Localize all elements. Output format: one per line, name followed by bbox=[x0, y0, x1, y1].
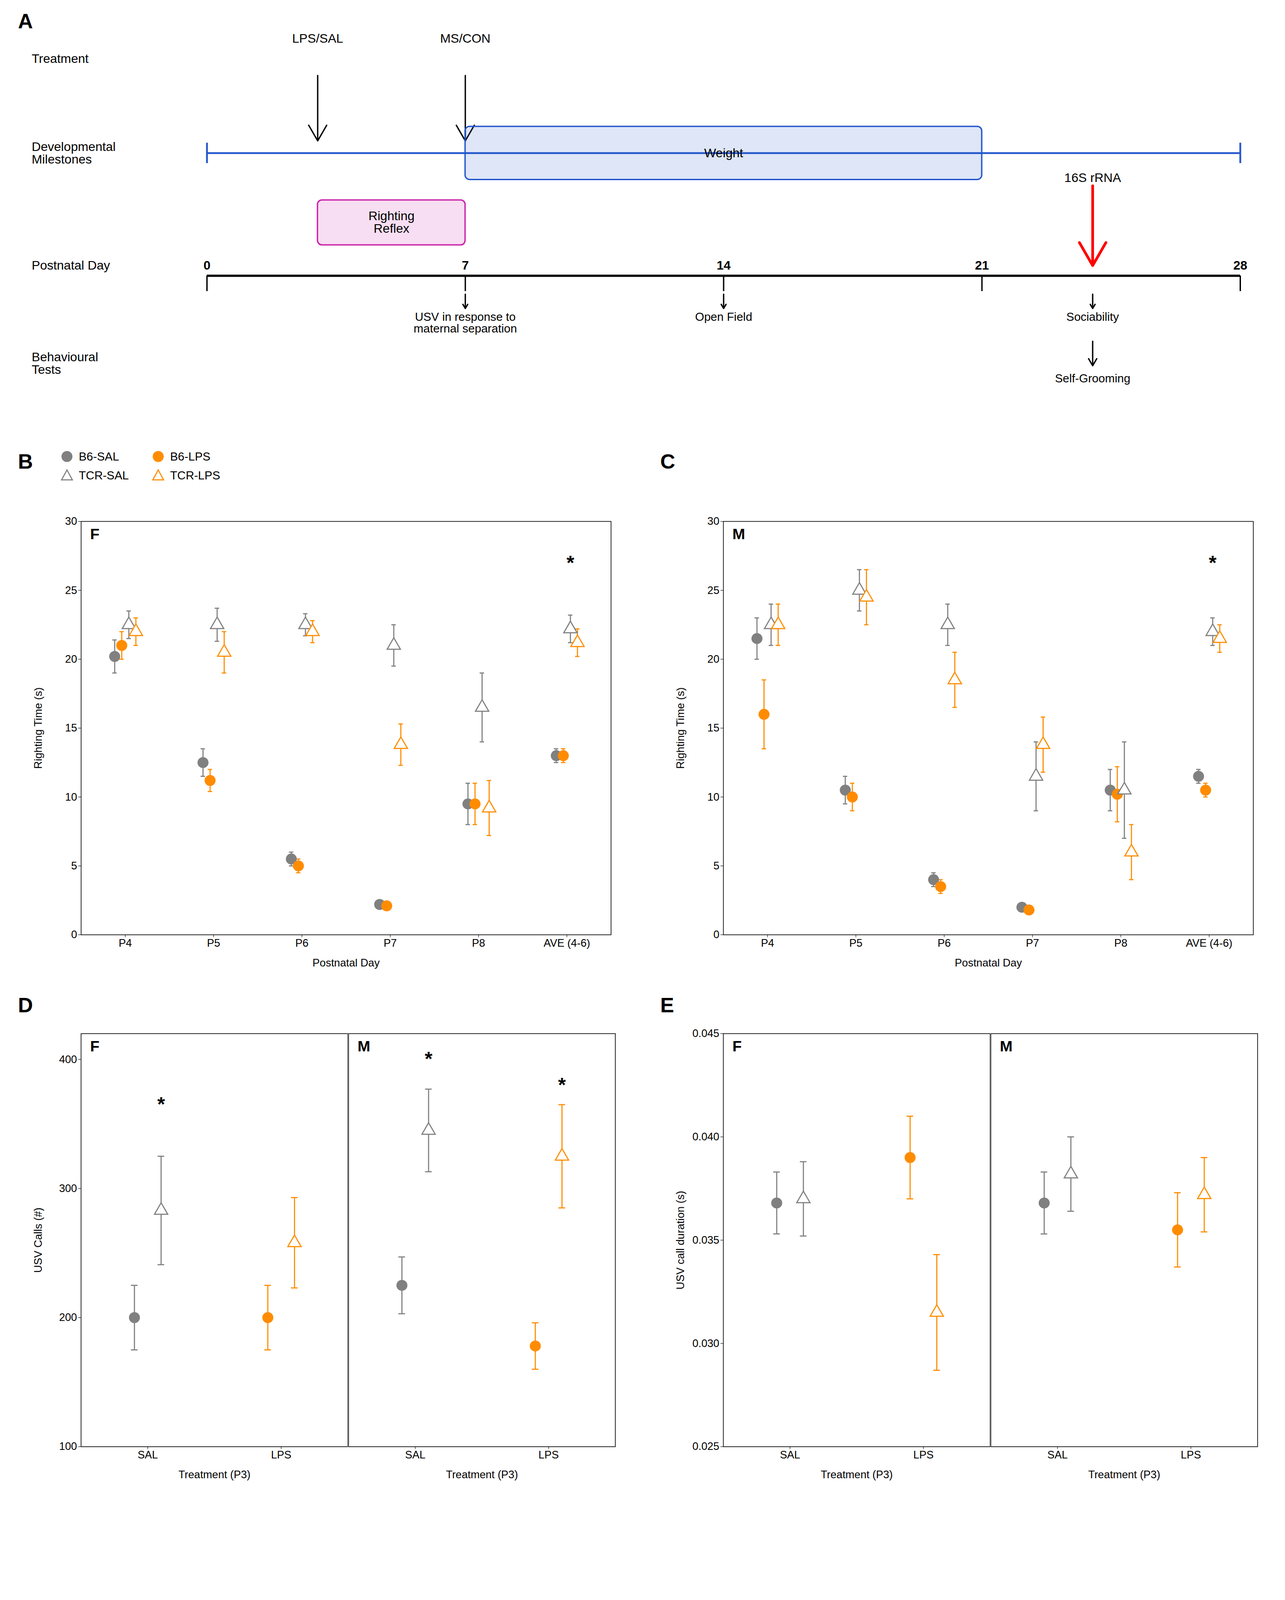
svg-text:25: 25 bbox=[65, 584, 78, 597]
svg-text:Treatment (P3): Treatment (P3) bbox=[178, 1468, 251, 1481]
svg-text:Weight: Weight bbox=[704, 146, 744, 161]
html-text:E: E bbox=[660, 993, 675, 1018]
svg-text:P4: P4 bbox=[118, 937, 132, 950]
html-text:B6-LPS: B6-LPS bbox=[170, 449, 211, 464]
svg-text:0.040: 0.040 bbox=[692, 1130, 720, 1143]
svg-text:Sociability: Sociability bbox=[1066, 310, 1120, 324]
svg-text:Righting Time (s): Righting Time (s) bbox=[31, 687, 45, 770]
svg-text:25: 25 bbox=[707, 584, 720, 597]
svg-text:21: 21 bbox=[974, 258, 989, 273]
svg-text:10: 10 bbox=[65, 791, 78, 804]
svg-text:15: 15 bbox=[707, 721, 720, 734]
svg-text:M: M bbox=[357, 1037, 371, 1055]
svg-text:5: 5 bbox=[71, 859, 77, 872]
html-text:B6-SAL: B6-SAL bbox=[78, 449, 120, 464]
svg-text:MS/CON: MS/CON bbox=[440, 31, 491, 46]
svg-text:Treatment (P3): Treatment (P3) bbox=[446, 1468, 519, 1481]
svg-text:P5: P5 bbox=[207, 937, 221, 950]
svg-text:20: 20 bbox=[65, 653, 78, 666]
svg-text:AVE (4-6): AVE (4-6) bbox=[543, 937, 591, 950]
svg-text:USV in response tomaternal sep: USV in response tomaternal separation bbox=[413, 310, 517, 336]
svg-text:Treatment (P3): Treatment (P3) bbox=[820, 1468, 893, 1481]
svg-text:P7: P7 bbox=[1026, 937, 1040, 950]
svg-text:M: M bbox=[732, 525, 746, 543]
svg-text:15: 15 bbox=[65, 721, 78, 734]
html-text:D: D bbox=[17, 993, 33, 1018]
svg-text:0.045: 0.045 bbox=[692, 1027, 720, 1040]
svg-text:0: 0 bbox=[71, 928, 77, 941]
html-text:C: C bbox=[660, 449, 676, 474]
svg-text:0.035: 0.035 bbox=[692, 1234, 720, 1247]
svg-text:P4: P4 bbox=[760, 937, 774, 950]
svg-text:0.025: 0.025 bbox=[692, 1440, 720, 1453]
svg-text:LPS: LPS bbox=[1180, 1449, 1201, 1462]
svg-text:DevelopmentalMilestones: DevelopmentalMilestones bbox=[31, 139, 116, 167]
svg-text:Treatment: Treatment bbox=[31, 51, 89, 66]
svg-text:Open Field: Open Field bbox=[694, 310, 752, 324]
svg-text:Postnatal Day: Postnatal Day bbox=[312, 956, 380, 970]
svg-text:0: 0 bbox=[203, 258, 211, 273]
svg-text:SAL: SAL bbox=[137, 1449, 158, 1462]
svg-text:20: 20 bbox=[707, 653, 720, 666]
svg-text:*: * bbox=[558, 1074, 567, 1097]
svg-text:0.030: 0.030 bbox=[692, 1337, 720, 1350]
svg-text:30: 30 bbox=[707, 515, 720, 528]
svg-text:16S rRNA: 16S rRNA bbox=[1064, 170, 1121, 185]
svg-text:*: * bbox=[566, 551, 575, 574]
svg-text:SAL: SAL bbox=[405, 1449, 426, 1462]
svg-text:5: 5 bbox=[713, 859, 720, 872]
svg-text:LPS: LPS bbox=[538, 1449, 559, 1462]
svg-text:F: F bbox=[732, 1037, 742, 1055]
svg-text:LPS: LPS bbox=[913, 1449, 934, 1462]
svg-text:200: 200 bbox=[58, 1311, 77, 1324]
svg-text:Postnatal Day: Postnatal Day bbox=[31, 258, 111, 273]
svg-text:RightingReflex: RightingReflex bbox=[368, 208, 415, 236]
svg-text:Self-Grooming: Self-Grooming bbox=[1054, 371, 1131, 386]
svg-text:28: 28 bbox=[1233, 258, 1248, 273]
svg-text:USV Calls (#): USV Calls (#) bbox=[31, 1208, 45, 1274]
svg-text:Righting Time (s): Righting Time (s) bbox=[674, 687, 687, 770]
svg-text:300: 300 bbox=[58, 1182, 77, 1195]
html-text:B: B bbox=[17, 449, 33, 474]
svg-text:*: * bbox=[1209, 551, 1218, 574]
svg-text:100: 100 bbox=[58, 1440, 77, 1453]
html-text:TCR-SAL: TCR-SAL bbox=[78, 468, 129, 483]
svg-text:7: 7 bbox=[461, 258, 469, 273]
html-text:A: A bbox=[17, 9, 33, 33]
svg-text:Postnatal Day: Postnatal Day bbox=[954, 956, 1022, 970]
svg-text:*: * bbox=[157, 1093, 166, 1116]
svg-text:LPS/SAL: LPS/SAL bbox=[292, 31, 344, 46]
svg-text:LPS: LPS bbox=[271, 1449, 292, 1462]
svg-text:400: 400 bbox=[58, 1053, 77, 1066]
svg-text:M: M bbox=[1000, 1037, 1013, 1055]
svg-text:USV call duration (s): USV call duration (s) bbox=[674, 1191, 687, 1290]
svg-text:P8: P8 bbox=[471, 937, 485, 950]
html-text:TCR-LPS: TCR-LPS bbox=[170, 468, 221, 483]
svg-text:10: 10 bbox=[707, 791, 720, 804]
svg-text:*: * bbox=[424, 1048, 433, 1071]
svg-text:14: 14 bbox=[716, 258, 731, 273]
svg-text:0: 0 bbox=[713, 928, 720, 941]
svg-text:BehaviouralTests: BehaviouralTests bbox=[31, 350, 99, 377]
svg-text:F: F bbox=[90, 525, 100, 543]
svg-text:AVE (4-6): AVE (4-6) bbox=[1185, 937, 1233, 950]
svg-text:P6: P6 bbox=[295, 937, 309, 950]
svg-text:SAL: SAL bbox=[1047, 1449, 1068, 1462]
svg-text:30: 30 bbox=[65, 515, 78, 528]
svg-text:P7: P7 bbox=[383, 937, 397, 950]
svg-text:Treatment (P3): Treatment (P3) bbox=[1088, 1468, 1161, 1481]
svg-text:P5: P5 bbox=[849, 937, 863, 950]
svg-text:P6: P6 bbox=[937, 937, 951, 950]
svg-text:P8: P8 bbox=[1114, 937, 1128, 950]
svg-text:SAL: SAL bbox=[779, 1449, 801, 1462]
svg-text:F: F bbox=[89, 1037, 100, 1055]
